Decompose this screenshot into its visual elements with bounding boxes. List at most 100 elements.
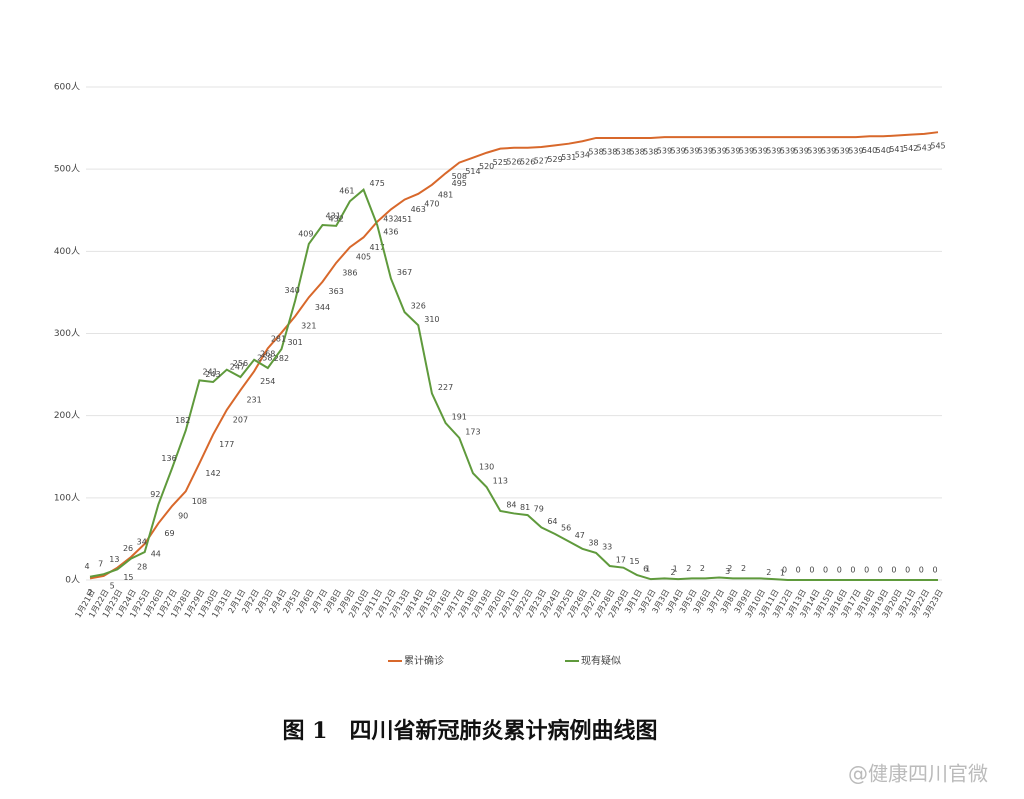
data-label: 2 bbox=[87, 588, 92, 597]
data-label: 527 bbox=[534, 156, 549, 165]
data-label: 241 bbox=[202, 367, 217, 376]
data-label: 84 bbox=[506, 500, 516, 509]
data-label: 177 bbox=[219, 440, 234, 449]
data-label: 0 bbox=[919, 566, 924, 575]
data-label: 28 bbox=[137, 562, 147, 571]
data-label: 526 bbox=[506, 157, 521, 166]
data-label: 2 bbox=[670, 568, 675, 577]
data-label: 47 bbox=[575, 531, 585, 540]
data-label: 227 bbox=[438, 383, 453, 392]
data-label: 44 bbox=[151, 549, 161, 558]
data-label: 409 bbox=[298, 229, 313, 238]
data-label: 69 bbox=[164, 529, 174, 538]
data-label: 2 bbox=[741, 564, 746, 573]
data-label: 4 bbox=[84, 562, 89, 571]
data-label: 0 bbox=[932, 566, 937, 575]
data-label: 431 bbox=[326, 211, 341, 220]
data-label: 526 bbox=[520, 157, 535, 166]
data-label: 436 bbox=[383, 227, 398, 236]
data-label: 538 bbox=[588, 147, 603, 156]
data-label: 56 bbox=[561, 523, 571, 532]
data-label: 301 bbox=[287, 338, 302, 347]
data-label: 0 bbox=[878, 566, 883, 575]
data-label: 90 bbox=[178, 512, 188, 521]
data-label: 539 bbox=[766, 147, 781, 156]
data-label: 539 bbox=[725, 147, 740, 156]
data-label: 463 bbox=[411, 205, 426, 214]
data-label: 539 bbox=[670, 147, 685, 156]
data-label: 1 bbox=[673, 565, 678, 574]
data-label: 0 bbox=[850, 566, 855, 575]
data-label: 386 bbox=[342, 268, 357, 277]
data-label: 247 bbox=[230, 363, 245, 372]
data-label: 539 bbox=[684, 147, 699, 156]
y-tick-label: 500人 bbox=[54, 164, 80, 175]
data-label: 451 bbox=[397, 215, 412, 224]
data-label: 282 bbox=[274, 354, 289, 363]
data-label: 258 bbox=[257, 354, 272, 363]
chart-title: 图 1 四川省新冠肺炎累计病例曲线图 bbox=[283, 718, 658, 744]
data-label: 539 bbox=[807, 147, 822, 156]
data-label: 461 bbox=[339, 187, 354, 196]
data-label: 538 bbox=[629, 147, 644, 156]
data-label: 5 bbox=[110, 581, 115, 590]
data-label: 432 bbox=[329, 215, 344, 224]
y-tick-label: 0人 bbox=[65, 575, 80, 586]
data-label: 538 bbox=[643, 147, 658, 156]
data-label: 207 bbox=[233, 415, 248, 424]
data-label: 281 bbox=[271, 335, 286, 344]
y-tick-label: 200人 bbox=[54, 410, 80, 421]
data-label: 0 bbox=[905, 566, 910, 575]
data-label: 79 bbox=[534, 505, 544, 514]
y-tick-label: 600人 bbox=[54, 82, 80, 93]
data-label: 15 bbox=[629, 557, 639, 566]
data-label: 108 bbox=[192, 497, 207, 506]
data-label: 38 bbox=[588, 538, 598, 547]
data-label: 310 bbox=[424, 315, 439, 324]
data-label: 6 bbox=[643, 565, 648, 574]
data-label: 81 bbox=[520, 503, 530, 512]
data-label: 539 bbox=[739, 147, 754, 156]
data-label: 417 bbox=[370, 243, 385, 252]
data-label: 520 bbox=[479, 162, 494, 171]
data-label: 326 bbox=[411, 302, 426, 311]
data-label: 481 bbox=[438, 190, 453, 199]
data-label: 34 bbox=[137, 538, 147, 547]
data-label: 340 bbox=[285, 286, 300, 295]
legend-label: 现有疑似 bbox=[581, 654, 621, 667]
data-label: 0 bbox=[782, 566, 787, 575]
data-label: 540 bbox=[876, 146, 891, 155]
data-label: 2 bbox=[766, 568, 771, 577]
data-label: 92 bbox=[150, 490, 160, 499]
data-label: 541 bbox=[889, 145, 904, 154]
data-label: 539 bbox=[835, 147, 850, 156]
line bbox=[89, 188, 938, 581]
data-label: 0 bbox=[864, 566, 869, 575]
data-label: 1 bbox=[645, 565, 650, 574]
data-label: 539 bbox=[657, 147, 672, 156]
data-label: 254 bbox=[260, 377, 275, 386]
data-label: 539 bbox=[794, 147, 809, 156]
data-label: 17 bbox=[616, 556, 626, 565]
data-label: 0 bbox=[823, 566, 828, 575]
data-label: 33 bbox=[602, 542, 612, 551]
data-label: 0 bbox=[796, 566, 801, 575]
data-label: 0 bbox=[891, 566, 896, 575]
data-label: 173 bbox=[465, 427, 480, 436]
data-label: 538 bbox=[616, 147, 631, 156]
data-label: 495 bbox=[452, 179, 467, 188]
data-label: 367 bbox=[397, 268, 412, 277]
data-label: 531 bbox=[561, 153, 576, 162]
data-label: 432 bbox=[383, 215, 398, 224]
data-label: 231 bbox=[246, 396, 261, 405]
data-label: 539 bbox=[821, 147, 836, 156]
data-label: 2 bbox=[686, 564, 691, 573]
data-label: 539 bbox=[712, 147, 727, 156]
data-label: 539 bbox=[848, 147, 863, 156]
y-tick-label: 100人 bbox=[54, 492, 80, 503]
data-label: 64 bbox=[547, 517, 557, 526]
data-label: 2 bbox=[727, 564, 732, 573]
data-label: 539 bbox=[698, 147, 713, 156]
data-label: 2 bbox=[700, 564, 705, 573]
